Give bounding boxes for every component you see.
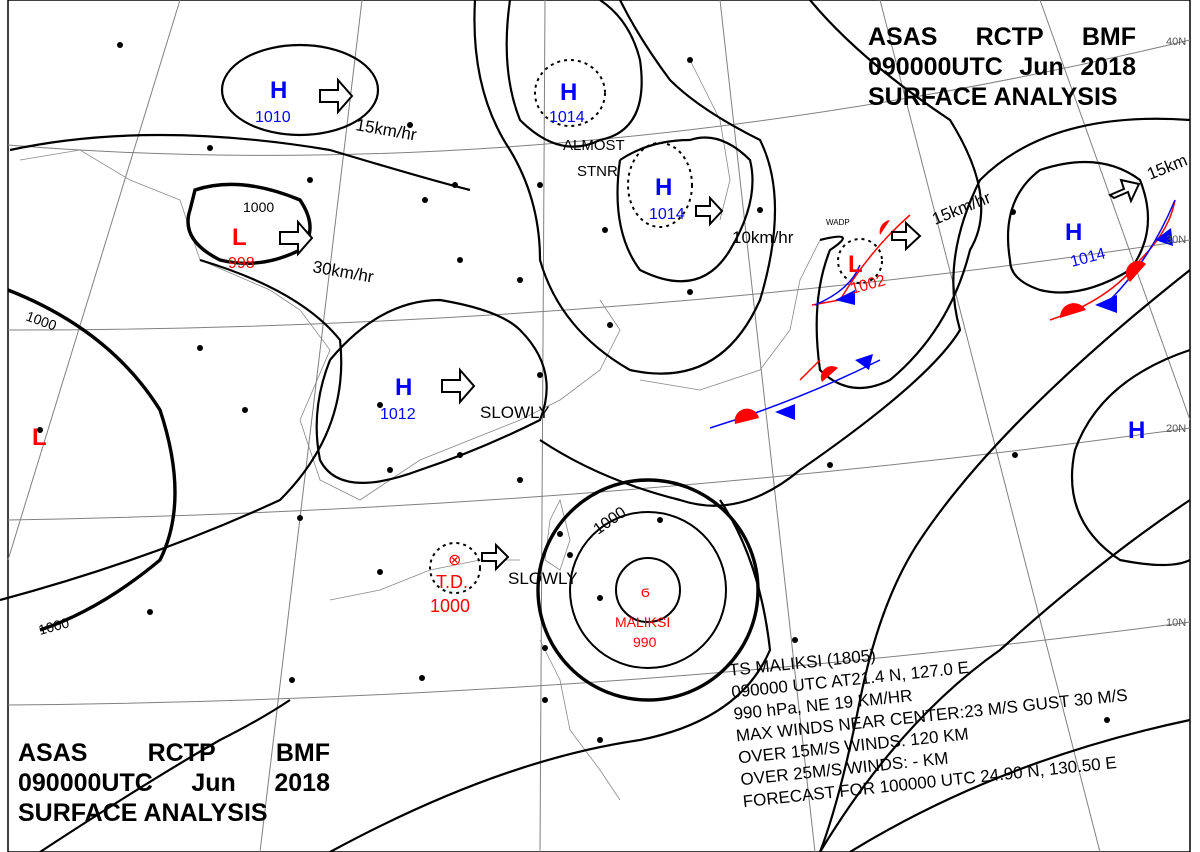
header-agency: ASAS — [18, 739, 88, 767]
header-year: 2018 — [274, 769, 330, 797]
svg-text:1000: 1000 — [37, 614, 71, 638]
fronts — [709, 199, 1176, 429]
lon-line — [259, 0, 363, 852]
header-time: 090000UTC — [868, 53, 1003, 81]
lon-line — [879, 0, 1101, 852]
low-marker: L — [232, 224, 247, 251]
station-plots — [37, 42, 1110, 743]
high-pressure: 1014 — [549, 109, 585, 126]
svg-text:ALMOST: ALMOST — [563, 137, 625, 154]
svg-text:15km/hr: 15km/hr — [929, 188, 993, 229]
arrow-icon — [1108, 178, 1141, 204]
arrow-icon — [319, 77, 354, 115]
arrow-icon — [891, 220, 922, 252]
motion-labels: 15km/hr 30km/hr ALMOST STNR 10km/hr 15km… — [24, 115, 1190, 638]
header-bottom-left: ASAS RCTP BMF 090000UTC Jun 2018 SURFACE ANALY… — [18, 738, 330, 828]
arrow-icon — [695, 195, 724, 227]
low-pressure: 998 — [228, 255, 255, 272]
svg-text:10N: 10N — [1166, 617, 1186, 629]
svg-text:1000: 1000 — [243, 199, 274, 215]
arrow-icon — [481, 542, 510, 572]
lon-line — [539, 0, 546, 852]
typhoon-name: MALIKSI — [615, 614, 670, 630]
svg-text:20N: 20N — [1166, 423, 1186, 435]
svg-text:WADP: WADP — [826, 218, 850, 227]
high-pressure: 1012 — [380, 406, 416, 423]
high-marker: H — [1065, 219, 1082, 246]
svg-text:SLOWLY: SLOWLY — [508, 569, 578, 588]
svg-text:30N: 30N — [1166, 234, 1186, 246]
header-top-right: ASAS RCTP BMF 090000UTC Jun 2018 SURFACE ANALY… — [868, 22, 1136, 112]
arrow-icon — [441, 367, 476, 405]
map-frame — [7, 0, 1191, 852]
lon-line — [719, 0, 816, 852]
dashed-isobars — [429, 59, 883, 594]
header-station: RCTP — [975, 23, 1044, 51]
tropical-storm-icon: ϭ — [641, 584, 650, 601]
high-pressure: 1014 — [649, 206, 685, 223]
header-month: Jun — [191, 769, 236, 797]
header-station: RCTP — [147, 739, 216, 767]
low-marker: L — [848, 251, 863, 278]
low-marker: L — [32, 424, 47, 451]
high-marker: H — [270, 77, 287, 104]
header-office: BMF — [275, 739, 330, 767]
svg-text:10km/hr: 10km/hr — [732, 228, 794, 247]
high-pressure: 1014 — [1069, 245, 1108, 271]
high-marker: H — [395, 374, 412, 401]
svg-text:30km/hr: 30km/hr — [311, 257, 375, 286]
header-office: BMF — [1081, 23, 1136, 51]
typhoon-isobars — [569, 511, 727, 669]
high-marker: H — [655, 174, 672, 201]
typhoon-pressure: 990 — [633, 634, 657, 650]
high-marker: H — [560, 79, 577, 106]
high-pressure: 1010 — [255, 109, 291, 126]
lon-line — [1039, 0, 1191, 421]
td-pressure: 1000 — [430, 596, 470, 616]
svg-text:40N: 40N — [1166, 36, 1186, 48]
header-title: SURFACE ANALYSIS — [18, 799, 268, 827]
lat-line-40n — [7, 39, 1191, 156]
svg-text:SLOWLY: SLOWLY — [480, 403, 550, 422]
high-marker: H — [1128, 417, 1145, 444]
motion-arrows — [279, 77, 1141, 572]
arrow-icon — [279, 219, 314, 257]
svg-text:15km: 15km — [1144, 151, 1190, 184]
lat-line-30n — [7, 239, 1191, 331]
header-time: 090000UTC — [18, 769, 153, 797]
svg-text:1000: 1000 — [591, 504, 630, 538]
lon-line — [7, 0, 181, 561]
header-year: 2018 — [1080, 53, 1136, 81]
latitude-labels: 40N 30N 20N 10N — [1166, 36, 1186, 629]
header-title: SURFACE ANALYSIS — [868, 83, 1118, 111]
td-symbol-icon: ⊗ — [448, 552, 461, 569]
svg-text:15km/hr: 15km/hr — [354, 115, 418, 144]
header-month: Jun — [1019, 53, 1064, 81]
svg-text:STNR: STNR — [577, 163, 618, 180]
lat-line-20n — [7, 427, 1191, 521]
lat-line-10n — [7, 621, 1191, 706]
coastlines — [19, 59, 821, 801]
td-label: T.D. — [436, 572, 468, 592]
header-agency: ASAS — [868, 23, 938, 51]
